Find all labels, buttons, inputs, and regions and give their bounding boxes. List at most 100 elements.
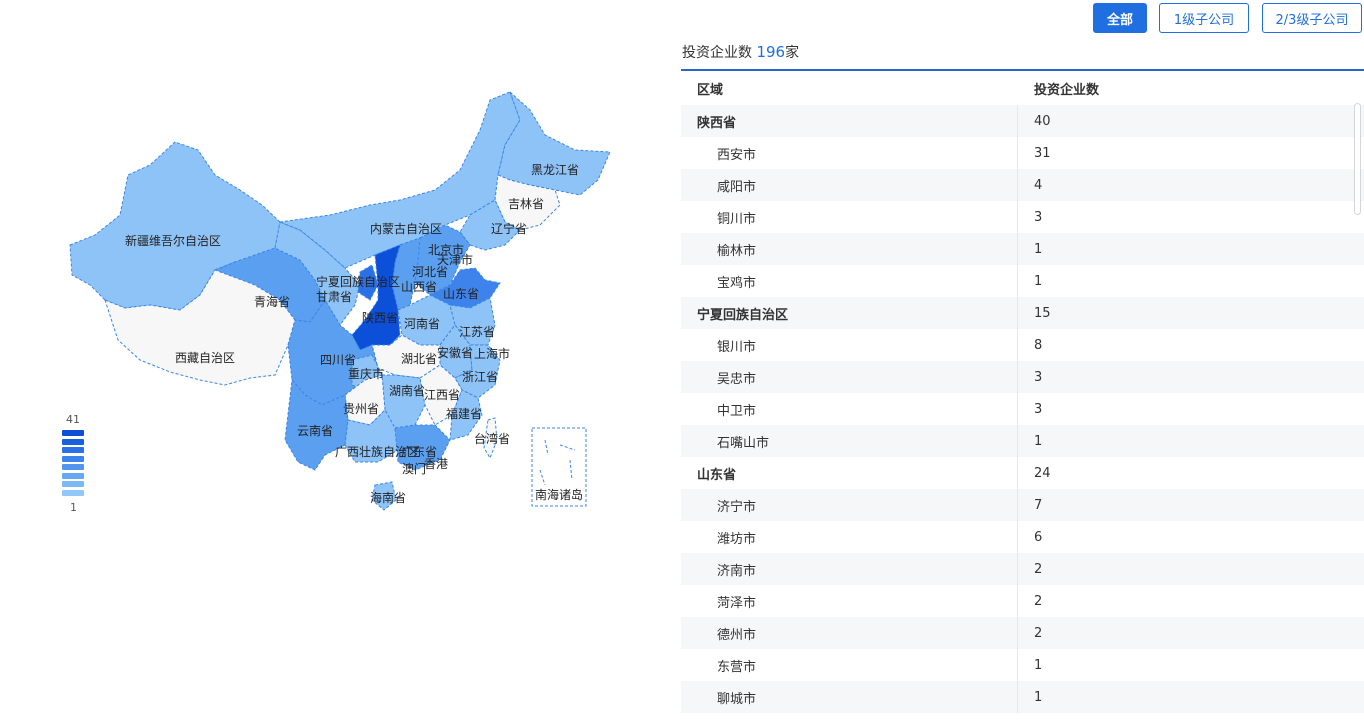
legend-swatch[interactable] bbox=[62, 481, 84, 487]
investment-count: 3 bbox=[1018, 393, 1042, 425]
legend-swatch[interactable] bbox=[62, 439, 84, 445]
table-row[interactable]: 陕西省 40 bbox=[681, 105, 1364, 137]
region-name: 陕西省 bbox=[681, 105, 1018, 137]
table-row[interactable]: 银川市 8 bbox=[681, 329, 1364, 361]
investment-count: 3 bbox=[1018, 201, 1042, 233]
label-sichuan: 四川省 bbox=[320, 353, 356, 367]
region-name: 石嘴山市 bbox=[681, 425, 1018, 457]
region-name: 聊城市 bbox=[681, 681, 1018, 713]
table-row[interactable]: 宝鸡市 1 bbox=[681, 265, 1364, 297]
legend-swatch[interactable] bbox=[62, 490, 84, 496]
label-shanghai: 上海市 bbox=[474, 346, 510, 361]
table-row[interactable]: 中卫市 3 bbox=[681, 393, 1364, 425]
table-row[interactable]: 济南市 2 bbox=[681, 553, 1364, 585]
table-row[interactable]: 西安市 31 bbox=[681, 137, 1364, 169]
label-henan: 河南省 bbox=[404, 316, 440, 331]
label-ningxia: 宁夏回族自治区 bbox=[316, 274, 400, 289]
label-shanxi: 山西省 bbox=[401, 280, 437, 294]
label-heilongjiang: 黑龙江省 bbox=[531, 163, 579, 177]
table-row[interactable]: 菏泽市 2 bbox=[681, 585, 1364, 617]
investment-count: 1 bbox=[1018, 265, 1042, 297]
legend-max: 41 bbox=[66, 413, 80, 426]
legend-min: 1 bbox=[70, 501, 77, 514]
region-table: 区域 投资企业数 陕西省 40 西安市 31 咸阳市 4 铜川市 3 榆林市 1 宝鸡市 1 宁夏回族自… bbox=[681, 69, 1364, 713]
label-yunnan: 云南省 bbox=[297, 423, 333, 438]
south-china-sea-islands bbox=[540, 440, 575, 485]
label-zhejiang: 浙江省 bbox=[462, 370, 498, 384]
table-row[interactable]: 德州市 2 bbox=[681, 617, 1364, 649]
table-row[interactable]: 吴忠市 3 bbox=[681, 361, 1364, 393]
region-name: 宝鸡市 bbox=[681, 265, 1018, 297]
filter-level23-button[interactable]: 2/3级子公司 bbox=[1262, 3, 1362, 33]
region-name: 西安市 bbox=[681, 137, 1018, 169]
summary-prefix: 投资企业数 bbox=[682, 45, 752, 61]
label-qinghai: 青海省 bbox=[254, 294, 290, 309]
label-jiangsu: 江苏省 bbox=[459, 325, 495, 339]
label-tibet: 西藏自治区 bbox=[175, 351, 235, 365]
label-hainan: 海南省 bbox=[370, 490, 406, 505]
investment-count: 8 bbox=[1018, 329, 1042, 361]
region-name: 银川市 bbox=[681, 329, 1018, 361]
label-macau: 澳门 bbox=[402, 461, 426, 476]
legend-swatch[interactable] bbox=[62, 447, 84, 453]
region-name: 德州市 bbox=[681, 617, 1018, 649]
table-header: 区域 投资企业数 bbox=[681, 71, 1364, 105]
table-row[interactable]: 榆林市 1 bbox=[681, 233, 1364, 265]
table-body[interactable]: 陕西省 40 西安市 31 咸阳市 4 铜川市 3 榆林市 1 宝鸡市 1 宁夏回族自治区 15 银川市 8 吴… bbox=[681, 105, 1364, 713]
table-row[interactable]: 济宁市 7 bbox=[681, 489, 1364, 521]
label-fujian: 福建省 bbox=[446, 406, 482, 421]
region-name: 济宁市 bbox=[681, 489, 1018, 521]
label-hubei: 湖北省 bbox=[401, 351, 437, 366]
legend-swatch[interactable] bbox=[62, 430, 84, 436]
investment-count: 1 bbox=[1018, 681, 1042, 713]
legend-swatch[interactable] bbox=[62, 473, 84, 479]
header-region: 区域 bbox=[681, 71, 1018, 105]
region-name: 潍坊市 bbox=[681, 521, 1018, 553]
label-shandong: 山东省 bbox=[443, 287, 479, 301]
label-south-china-sea: 南海诸岛 bbox=[535, 487, 583, 502]
legend-swatch[interactable] bbox=[62, 456, 84, 462]
header-count: 投资企业数 bbox=[1018, 71, 1099, 105]
region-name: 榆林市 bbox=[681, 233, 1018, 265]
label-hunan: 湖南省 bbox=[389, 383, 425, 398]
investment-summary: 投资企业数 196家 bbox=[682, 42, 799, 62]
filter-all-button[interactable]: 全部 bbox=[1093, 3, 1147, 33]
label-chongqing: 重庆市 bbox=[348, 366, 384, 381]
china-map-svg[interactable]: 新疆维吾尔自治区 西藏自治区 青海省 甘肃省 内蒙古自治区 黑龙江省 吉林省 辽… bbox=[0, 0, 660, 728]
investment-count: 3 bbox=[1018, 361, 1042, 393]
label-hebei: 河北省 bbox=[412, 265, 448, 279]
table-row[interactable]: 宁夏回族自治区 15 bbox=[681, 297, 1364, 329]
table-row[interactable]: 山东省 24 bbox=[681, 457, 1364, 489]
investment-count: 2 bbox=[1018, 617, 1042, 649]
label-xinjiang: 新疆维吾尔自治区 bbox=[125, 233, 221, 248]
table-row[interactable]: 咸阳市 4 bbox=[681, 169, 1364, 201]
table-row[interactable]: 潍坊市 6 bbox=[681, 521, 1364, 553]
investment-count: 2 bbox=[1018, 585, 1042, 617]
label-anhui: 安徽省 bbox=[437, 345, 473, 360]
investment-count: 31 bbox=[1018, 137, 1051, 169]
label-hongkong: 香港 bbox=[424, 457, 448, 471]
table-row[interactable]: 东营市 1 bbox=[681, 649, 1364, 681]
label-taiwan: 台湾省 bbox=[474, 431, 510, 446]
label-guizhou: 贵州省 bbox=[343, 402, 379, 416]
table-scrollbar[interactable] bbox=[1354, 103, 1361, 215]
region-name: 济南市 bbox=[681, 553, 1018, 585]
table-row[interactable]: 铜川市 3 bbox=[681, 201, 1364, 233]
investment-count: 15 bbox=[1018, 297, 1051, 329]
investment-count: 24 bbox=[1018, 457, 1051, 489]
table-row[interactable]: 聊城市 1 bbox=[681, 681, 1364, 713]
filter-level1-button[interactable]: 1级子公司 bbox=[1159, 3, 1249, 33]
table-row[interactable]: 石嘴山市 1 bbox=[681, 425, 1364, 457]
region-name: 宁夏回族自治区 bbox=[681, 297, 1018, 329]
legend-swatch[interactable] bbox=[62, 464, 84, 470]
investment-count: 1 bbox=[1018, 233, 1042, 265]
region-name: 吴忠市 bbox=[681, 361, 1018, 393]
region-name: 菏泽市 bbox=[681, 585, 1018, 617]
investment-count: 4 bbox=[1018, 169, 1042, 201]
china-map[interactable]: 新疆维吾尔自治区 西藏自治区 青海省 甘肃省 内蒙古自治区 黑龙江省 吉林省 辽… bbox=[0, 0, 660, 728]
label-liaoning: 辽宁省 bbox=[491, 221, 527, 236]
investment-count: 1 bbox=[1018, 649, 1042, 681]
region-name: 咸阳市 bbox=[681, 169, 1018, 201]
region-name: 东营市 bbox=[681, 649, 1018, 681]
label-gansu: 甘肃省 bbox=[316, 290, 352, 304]
